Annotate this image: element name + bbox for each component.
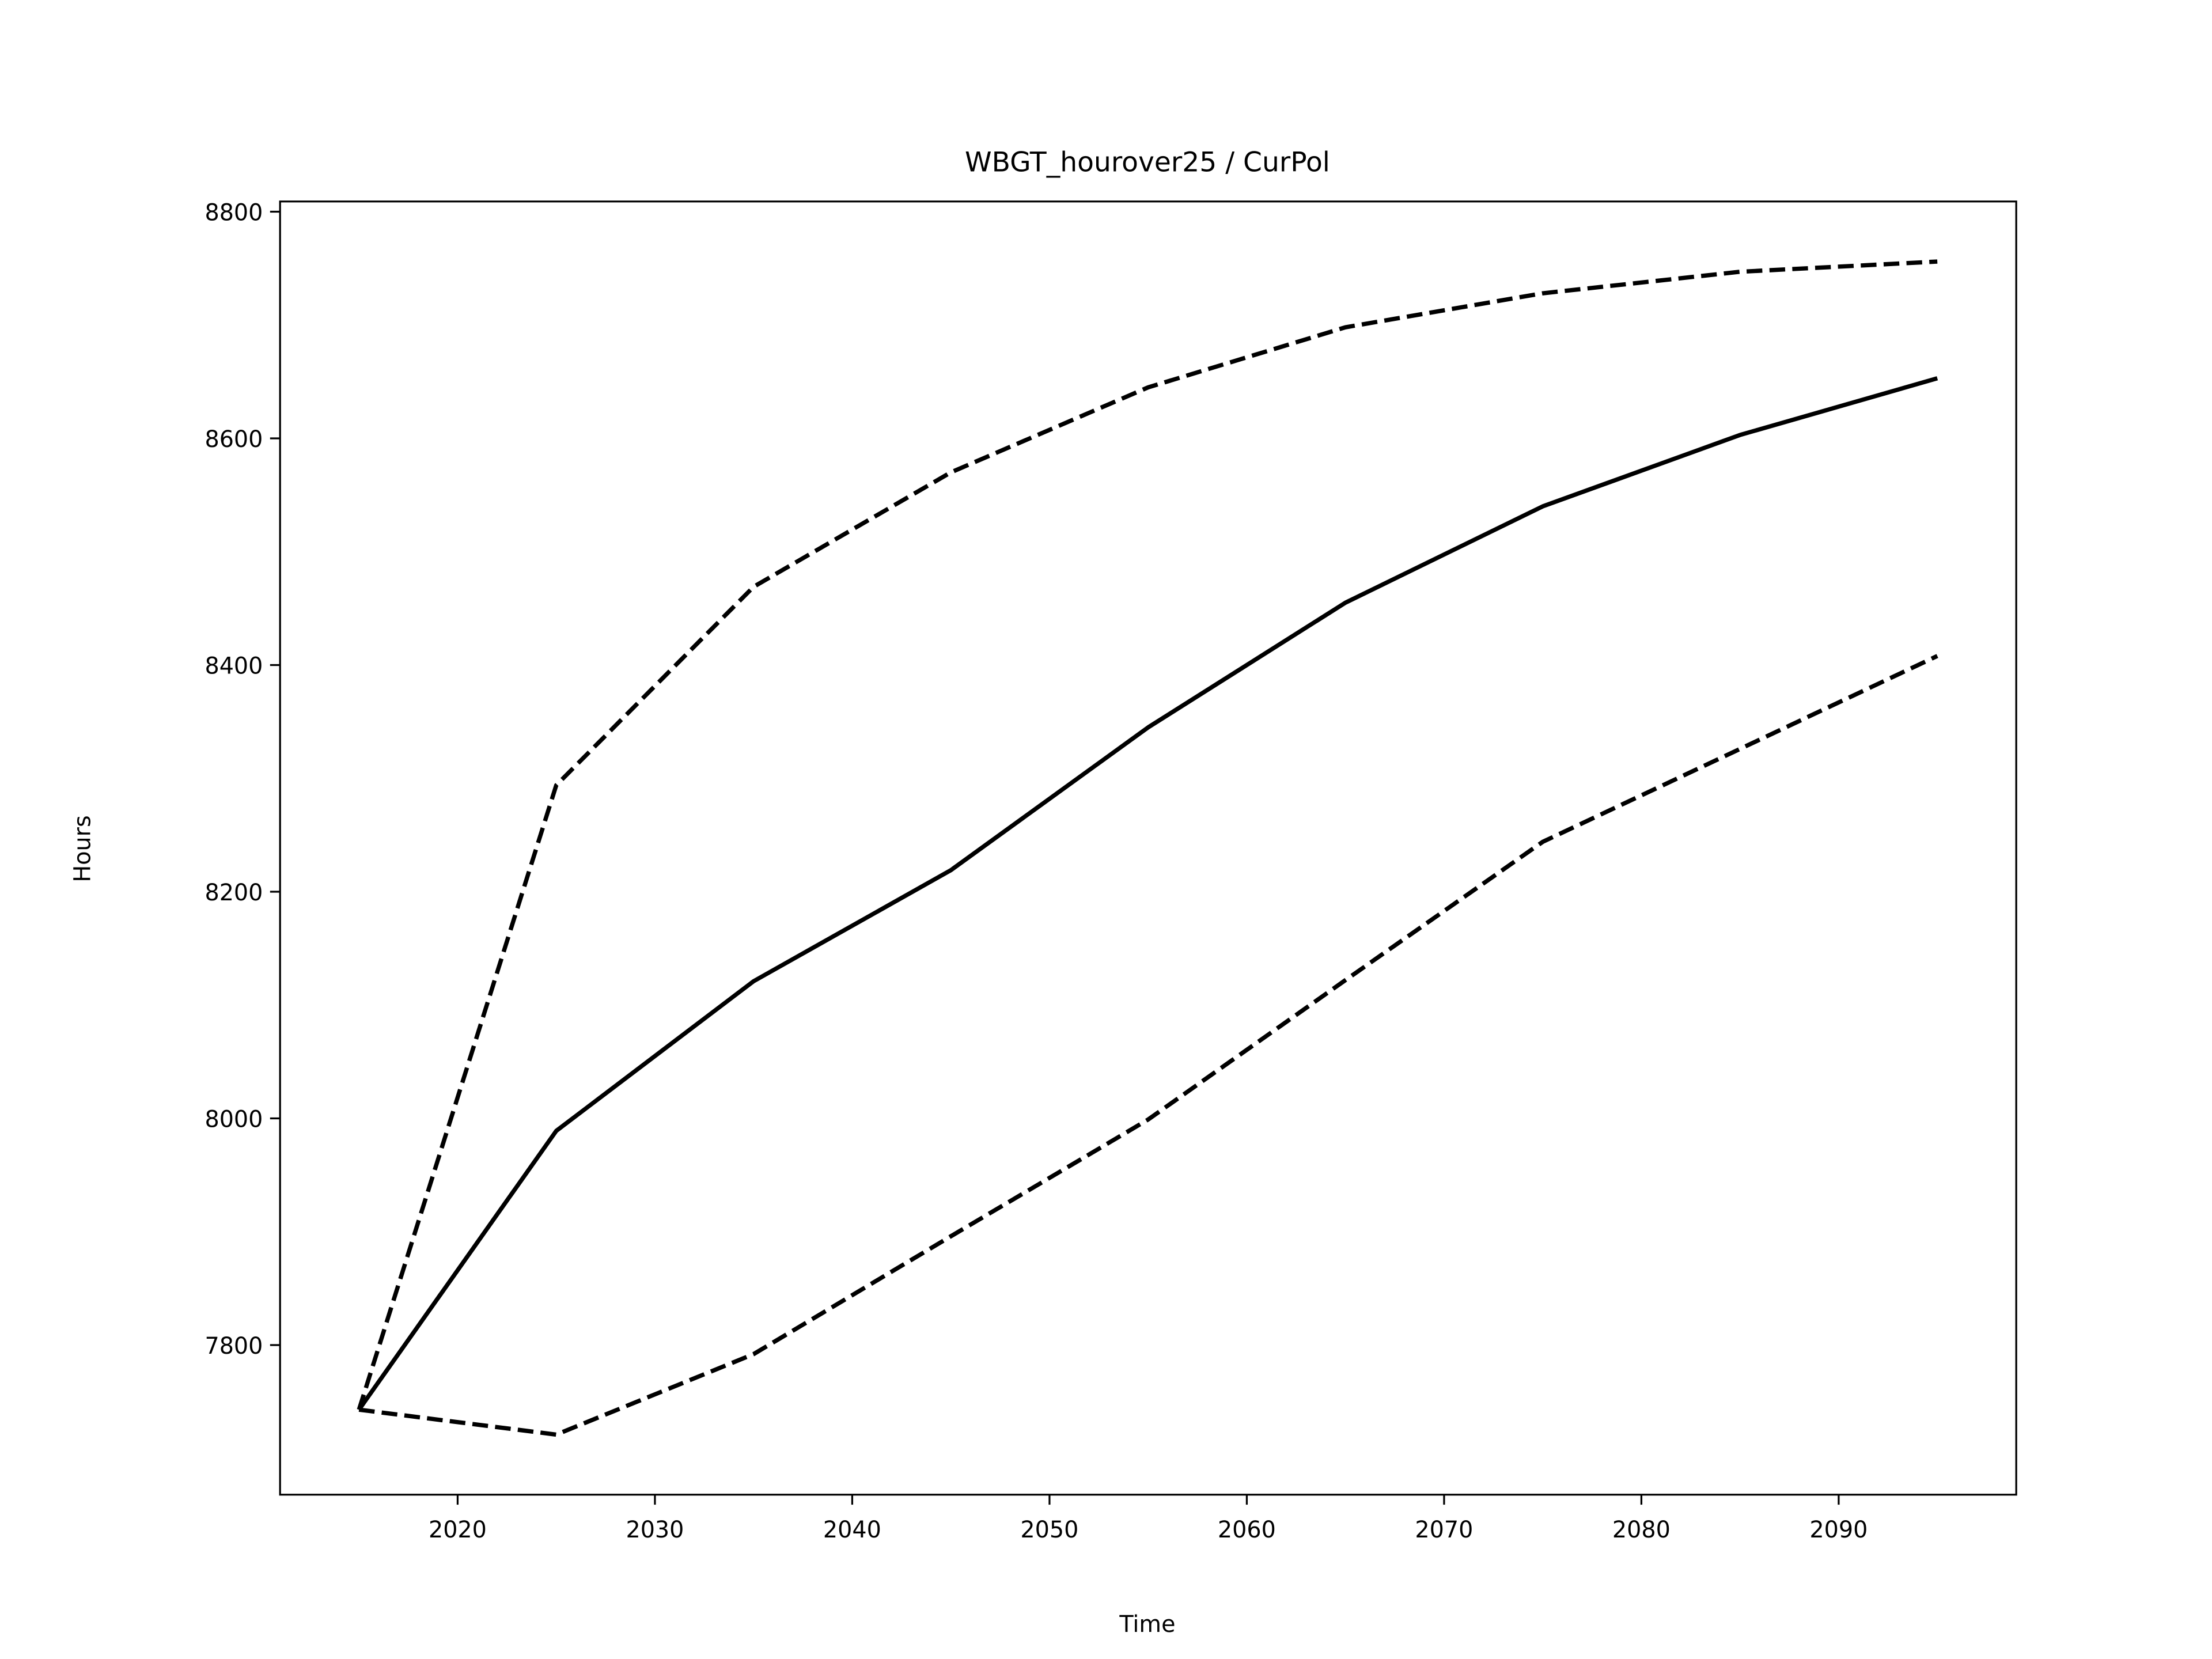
series-line (357, 259, 1938, 1411)
x-axis-label: Time (1119, 1611, 1175, 1638)
series-line (357, 376, 1938, 1411)
y-tick-label: 8400 (204, 653, 263, 679)
x-tick-label: 2020 (429, 1517, 487, 1543)
y-tick-label: 8800 (204, 199, 263, 226)
plot-frame (279, 200, 2017, 1496)
x-tick-label: 2060 (1218, 1517, 1276, 1543)
x-tick-label: 2040 (823, 1517, 881, 1543)
y-tick-label: 8600 (204, 426, 263, 453)
x-tick-label: 2070 (1415, 1517, 1473, 1543)
chart-title: WBGT_hourover25 / CurPol (965, 147, 1330, 179)
x-tick-label: 2080 (1612, 1517, 1671, 1543)
x-tick-label: 2090 (1809, 1517, 1868, 1543)
y-axis-label: Hours (69, 815, 96, 882)
x-tick-label: 2030 (626, 1517, 684, 1543)
series-line (358, 654, 1938, 1437)
y-tick-label: 8000 (204, 1106, 263, 1132)
y-tick-label: 7800 (204, 1333, 263, 1359)
x-tick-label: 2050 (1020, 1517, 1078, 1543)
y-tick-label: 8200 (204, 880, 263, 906)
